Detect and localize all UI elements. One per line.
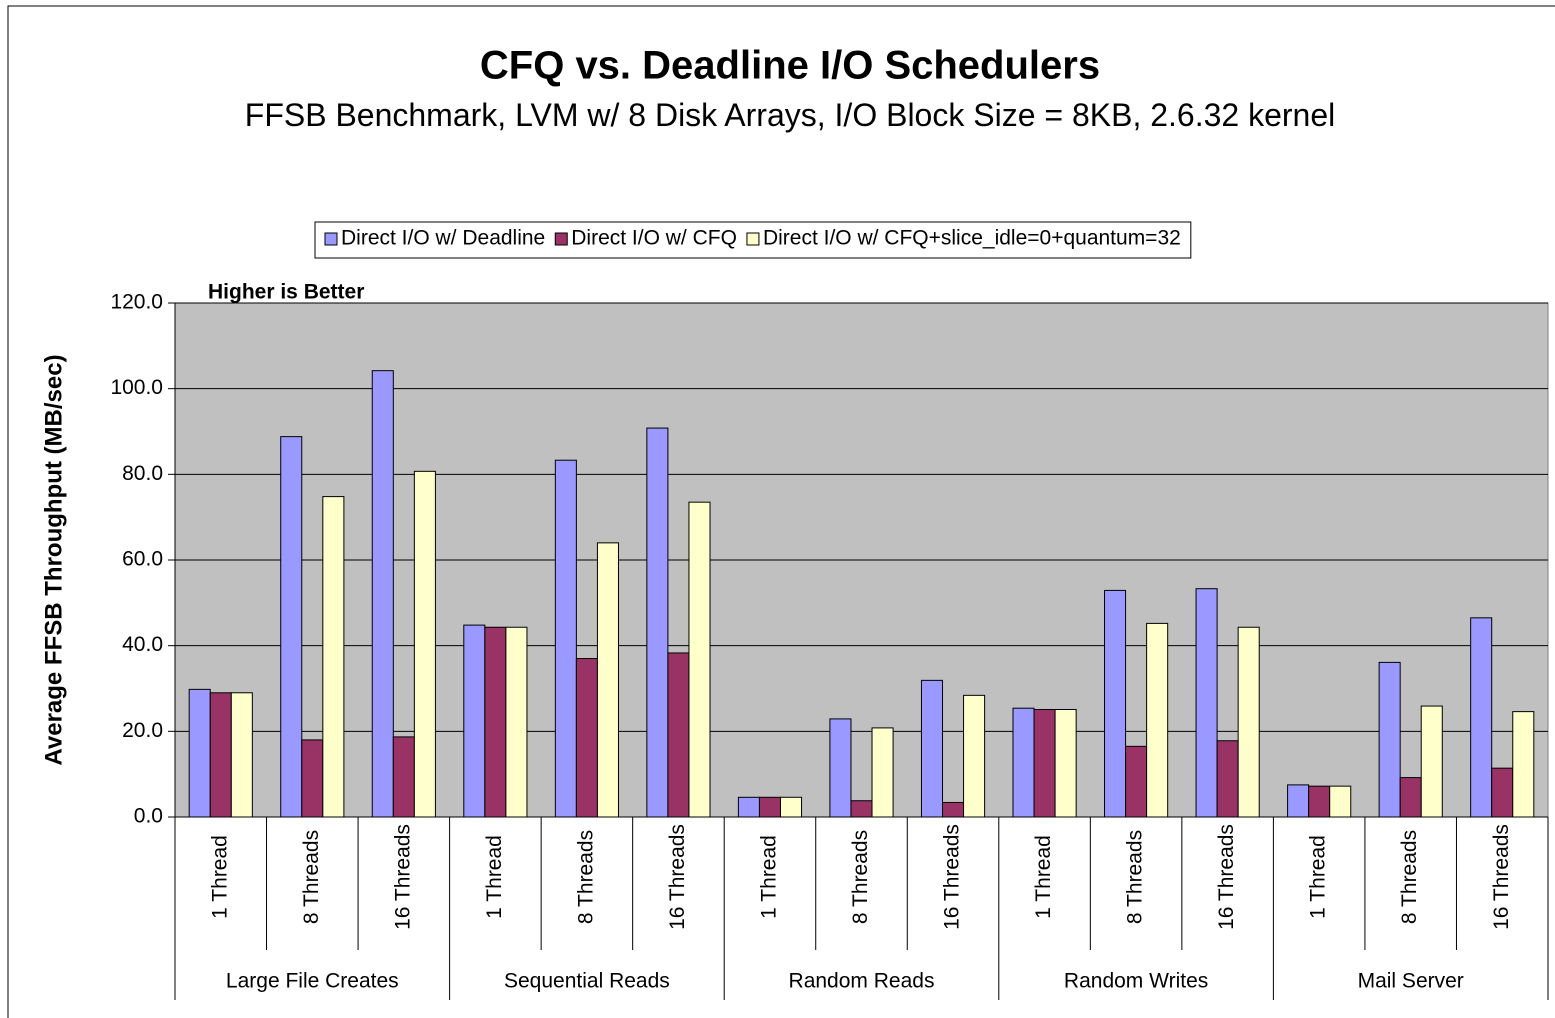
bar [667,652,690,818]
bar [413,470,436,818]
bar [371,370,394,818]
annotation: Higher is Better [208,281,364,304]
bar [646,427,669,818]
x-tick-label: 1 Thread [483,835,506,919]
legend-swatch [324,232,338,246]
bar [779,796,803,818]
bar [1195,588,1218,818]
bar [1125,745,1148,818]
bar [1308,785,1331,818]
y-tick-label: 80.0 [122,462,163,485]
bar [963,694,986,818]
bar [850,800,873,818]
bar [1054,708,1077,818]
legend-swatch [554,232,568,246]
chart-subtitle: FFSB Benchmark, LVM w/ 8 Disk Arrays, I/… [244,97,1336,133]
x-tick-label: 16 Threads [1490,824,1513,930]
x-tick-label: 1 Thread [758,835,781,919]
bar [1491,767,1514,818]
x-tick-label: 16 Threads [666,824,689,930]
bar [1012,707,1035,818]
x-tick-label: 8 Threads [1398,830,1421,924]
group-label: Random Reads [789,970,935,993]
y-tick-label: 60.0 [122,548,163,571]
bar [463,624,486,818]
x-tick-label: 8 Threads [574,830,597,924]
bar [1399,777,1422,818]
bar [920,679,944,818]
x-tick-label: 16 Threads [941,824,964,930]
bar [209,692,232,818]
bar [301,739,324,818]
x-tick-label: 8 Threads [300,830,323,924]
bar [829,718,852,818]
bar [188,688,211,818]
bar [230,692,253,818]
group-label: Sequential Reads [504,970,670,993]
y-axis-label: Average FFSB Throughput (MB/sec) [40,354,67,765]
x-tick-label: 1 Thread [1032,835,1055,919]
legend-label: Direct I/O w/ CFQ [571,227,737,250]
x-tick-label: 8 Threads [1124,830,1147,924]
x-tick-label: 1 Thread [208,835,231,919]
bar [871,727,894,818]
x-tick-label: 16 Threads [1215,824,1238,930]
bar [688,501,711,818]
bar [1420,705,1443,818]
bar [1104,589,1127,818]
group-label: Large File Creates [226,970,399,993]
y-tick-label: 20.0 [122,719,163,742]
x-tick-label: 16 Threads [391,824,414,930]
chart-title: CFQ vs. Deadline I/O Schedulers [480,44,1100,88]
y-tick-label: 120.0 [110,291,163,314]
legend-label: Direct I/O w/ CFQ+slice_idle=0+quantum=3… [763,227,1181,250]
x-tick-label: 1 Thread [1307,835,1330,919]
bar [942,801,965,818]
bar [758,796,781,818]
bar [322,496,345,818]
bar [1378,661,1401,818]
bar [1237,626,1260,818]
bar [1329,785,1352,818]
bar [505,626,528,818]
bar [575,658,598,818]
bar [1470,617,1493,818]
y-tick-label: 0.0 [134,805,163,828]
bar [1216,740,1239,818]
bar [737,796,760,818]
bar [484,626,507,818]
y-tick-label: 100.0 [110,376,163,399]
group-label: Random Writes [1064,970,1208,993]
bar [596,542,619,818]
bar [1287,784,1310,818]
bar [280,436,303,818]
bar [554,459,577,818]
x-tick-label: 8 Threads [849,830,872,924]
bar [1512,711,1535,818]
bar [1033,708,1056,818]
group-label: Mail Server [1358,970,1464,993]
y-tick-label: 40.0 [122,633,163,656]
bar [392,736,415,818]
bar [1146,622,1169,818]
legend-label: Direct I/O w/ Deadline [341,227,545,250]
legend-swatch [746,232,760,246]
